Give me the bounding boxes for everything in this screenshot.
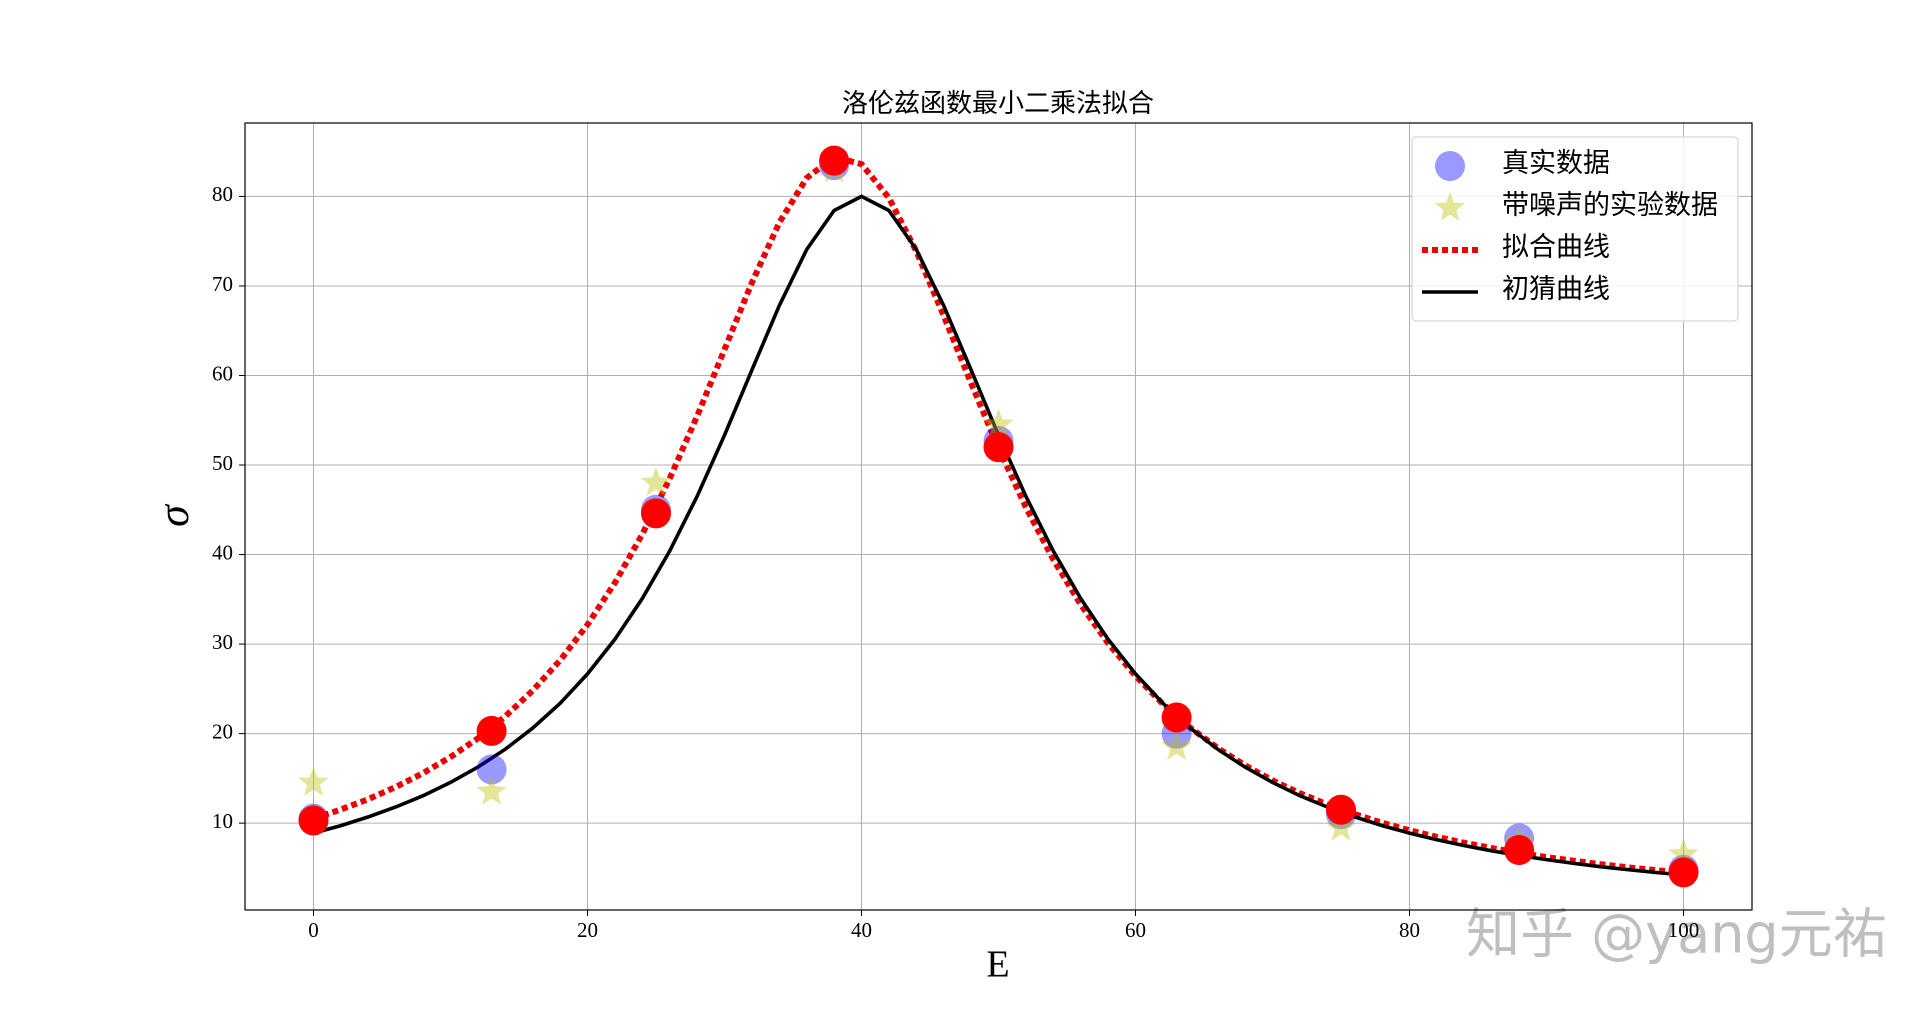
legend-label: 带噪声的实验数据 (1502, 190, 1718, 220)
y-tick-label: 30 (212, 630, 233, 654)
point (983, 432, 1014, 463)
star-point (983, 408, 1014, 438)
y-tick-label: 10 (212, 809, 233, 833)
chart-title: 洛伦兹函数最小二乘法拟合 (842, 89, 1154, 118)
watermark: 知乎 @yang元祐 (1466, 903, 1887, 966)
point (298, 805, 329, 836)
y-tick-label: 60 (212, 361, 233, 385)
y-tick-label: 50 (212, 451, 233, 475)
x-tick-label: 0 (308, 918, 319, 942)
point (476, 754, 507, 785)
y-tick-label: 40 (212, 540, 233, 564)
x-axis-label: E (986, 944, 1009, 986)
x-tick-label: 100 (1668, 918, 1700, 942)
axes-frame (244, 122, 1753, 911)
point (476, 715, 507, 746)
star-point (298, 766, 329, 796)
legend-box (1411, 136, 1739, 322)
point (1668, 857, 1699, 888)
star-point (476, 775, 507, 805)
legend-label: 拟合曲线 (1502, 232, 1610, 262)
y-tick-label: 80 (212, 182, 233, 206)
y-tick-label: 70 (212, 272, 233, 296)
star-point (1161, 731, 1192, 760)
x-tick-label: 80 (1399, 918, 1420, 942)
legend-label: 真实数据 (1502, 148, 1610, 178)
point (1161, 702, 1192, 733)
x-tick-label: 60 (1125, 918, 1146, 942)
star-point (640, 466, 672, 496)
point (1326, 794, 1356, 825)
legend-label: 初猜曲线 (1502, 274, 1610, 304)
star-point (1325, 811, 1357, 841)
x-tick-label: 40 (851, 918, 872, 942)
point (1504, 835, 1535, 866)
x-tick-label: 20 (577, 918, 598, 942)
legend-marker (1435, 151, 1465, 181)
point (819, 145, 850, 176)
legend-marker (1434, 192, 1466, 221)
star-point (1668, 838, 1699, 868)
point (641, 498, 671, 529)
y-tick-label: 20 (212, 719, 233, 743)
y-axis-label: σ (149, 503, 198, 527)
